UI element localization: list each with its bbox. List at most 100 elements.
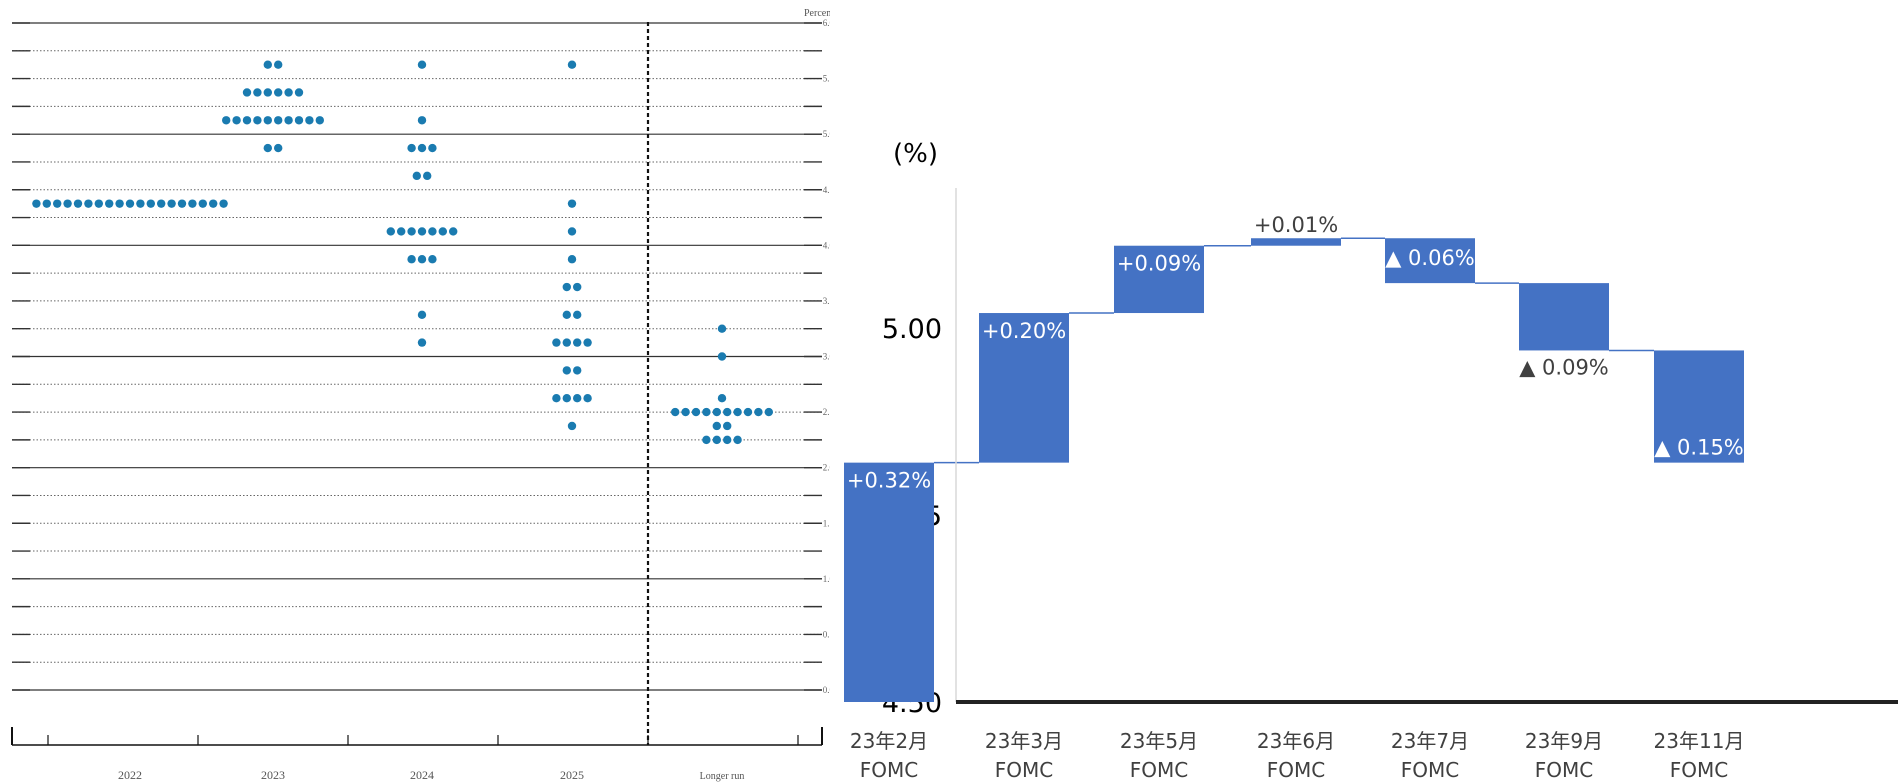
participant-dot (274, 60, 283, 69)
participant-dot (717, 352, 727, 361)
participant-dot (315, 116, 324, 125)
y-tick-label: 5.0 (823, 129, 830, 139)
participant-dot (125, 199, 135, 208)
participant-dot (232, 116, 241, 125)
participant-dot (105, 199, 114, 208)
participant-dot (754, 407, 763, 417)
waterfall-bar (1519, 283, 1609, 351)
participant-dot (583, 393, 592, 403)
waterfall-category-label: 23年6月 (1257, 729, 1335, 753)
participant-dot (284, 116, 293, 125)
waterfall-value-label: ▲ 0.06% (1385, 246, 1475, 270)
participant-dot (702, 435, 711, 445)
participant-dot (305, 116, 314, 125)
waterfall-y-tick-label: 5.00 (882, 314, 942, 345)
participant-dot (242, 88, 252, 97)
participant-dot (573, 338, 582, 347)
participant-dot (294, 116, 304, 125)
participant-dot (222, 116, 231, 125)
waterfall-category-label: FOMC (1401, 758, 1459, 782)
y-tick-label: 3.0 (823, 352, 830, 362)
participant-dot (42, 199, 51, 208)
participant-dot (284, 88, 293, 97)
participant-dot (567, 60, 577, 69)
participant-dot (263, 88, 272, 97)
y-tick-label: 0.0 (823, 685, 830, 695)
participant-dot (567, 421, 577, 431)
participant-dot (583, 338, 592, 347)
waterfall-category-label: FOMC (860, 758, 918, 782)
y-tick-label: 4.0 (823, 240, 830, 250)
participant-dot (428, 227, 437, 236)
participant-dot (712, 421, 721, 431)
participant-dot (743, 407, 753, 417)
waterfall-value-label: ▲ 0.09% (1519, 355, 1609, 379)
participant-dot (412, 171, 421, 181)
participant-dot (733, 435, 742, 445)
participant-dot (253, 88, 262, 97)
participant-dot (562, 310, 571, 320)
participant-dot (73, 199, 83, 208)
participant-dot (253, 116, 262, 125)
participant-dot (573, 310, 582, 320)
participant-dot (115, 199, 124, 208)
waterfall-category-label: FOMC (995, 758, 1053, 782)
waterfall-bar (1654, 350, 1744, 463)
participant-dot (219, 199, 228, 208)
participant-dot (723, 435, 732, 445)
participant-dot (764, 407, 773, 417)
participant-dot (428, 255, 437, 264)
participant-dot (407, 227, 416, 236)
participant-dot (552, 338, 561, 347)
participant-dot (702, 407, 711, 417)
participant-dot (573, 282, 582, 292)
waterfall-value-label: +0.32% (847, 469, 931, 493)
y-tick-label: 6.0 (823, 18, 830, 28)
participant-dot (573, 366, 582, 375)
waterfall-category-label: 23年11月 (1654, 729, 1745, 753)
participant-dot (562, 393, 571, 403)
participant-dot (417, 116, 427, 125)
waterfall-value-label: +0.20% (982, 319, 1066, 343)
participant-dot (263, 116, 272, 125)
participant-dot (717, 393, 727, 403)
waterfall-category-label: 23年9月 (1525, 729, 1603, 753)
participant-dot (136, 199, 145, 208)
participant-dot (167, 199, 176, 208)
participant-dot (417, 143, 427, 153)
waterfall-bar (1251, 238, 1341, 246)
y-tick-label: 5.5 (823, 74, 830, 84)
participant-dot (417, 310, 427, 320)
participant-dot (573, 393, 582, 403)
participant-dot (712, 435, 721, 445)
waterfall-y-unit-label: (%) (893, 139, 938, 169)
participant-dot (417, 227, 427, 236)
dot-plot-chart: 0.00.51.01.52.02.53.03.54.04.55.05.56.0 … (11, 8, 830, 782)
participant-dot (552, 393, 561, 403)
y-tick-label: 0.5 (823, 629, 830, 639)
participant-dot (198, 199, 207, 208)
participant-dot (407, 143, 416, 153)
participant-dot (84, 199, 93, 208)
participant-dot (567, 199, 577, 208)
participant-dot (63, 199, 72, 208)
x-category-label: Longer run (700, 771, 745, 782)
participant-dot (157, 199, 166, 208)
waterfall-bar (1385, 238, 1475, 284)
participant-dot (567, 227, 577, 236)
y-tick-label: 3.5 (823, 296, 830, 306)
participant-dot (263, 60, 272, 69)
waterfall-category-label: FOMC (1130, 758, 1188, 782)
participant-dot (386, 227, 395, 236)
waterfall-category-label: 23年7月 (1391, 729, 1469, 753)
participant-dot (209, 199, 218, 208)
participant-dot (717, 324, 727, 333)
participant-dot (681, 407, 690, 417)
participant-dot (438, 227, 447, 236)
participant-dot (32, 199, 41, 208)
participant-dot (567, 255, 577, 264)
participant-dot (562, 282, 571, 292)
participant-dot (274, 116, 283, 125)
waterfall-category-label: FOMC (1267, 758, 1325, 782)
